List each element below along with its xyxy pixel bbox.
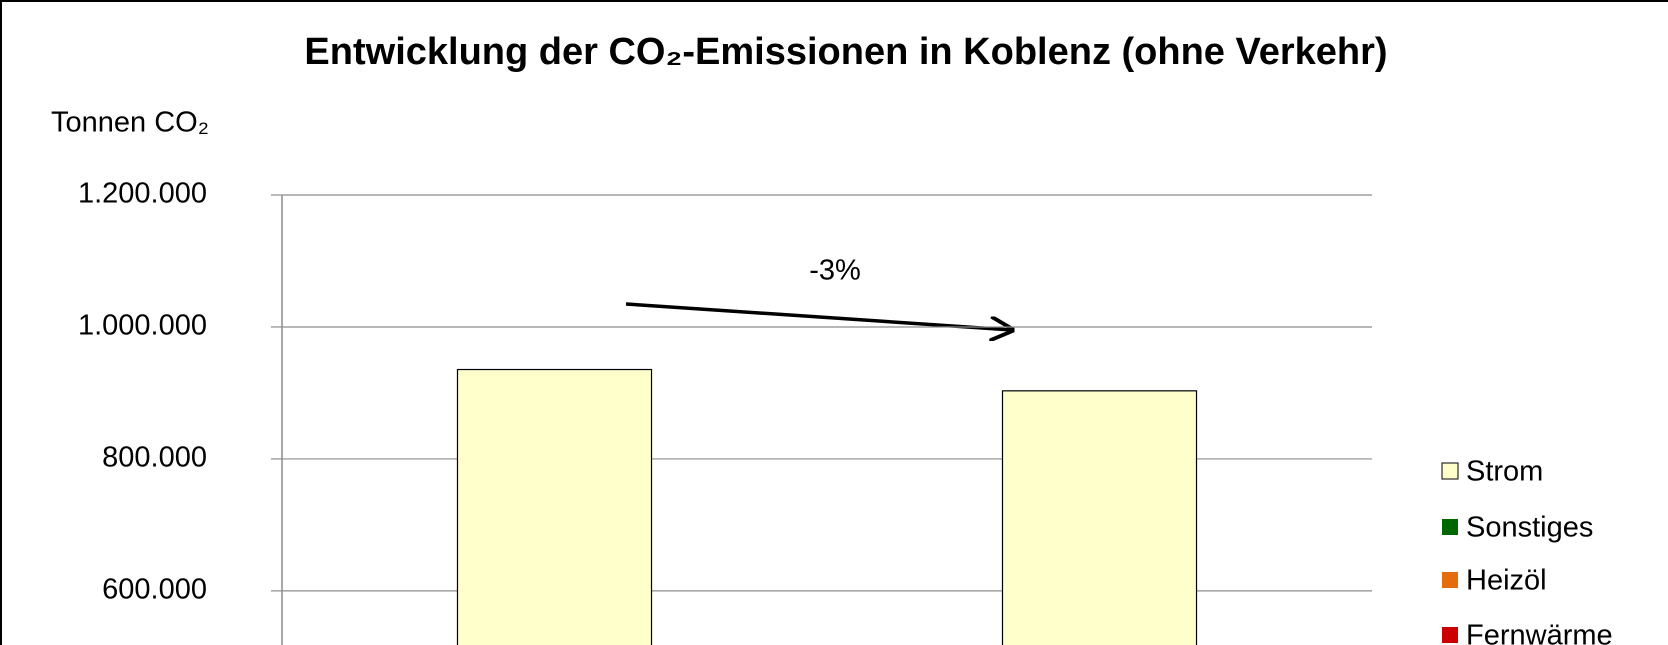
y-tick-label: 600.000: [102, 574, 207, 606]
legend-swatch: [1441, 462, 1459, 480]
y-tick-label: 1.000.000: [78, 310, 207, 342]
bar: [1001, 390, 1198, 645]
legend-label: Strom: [1466, 456, 1543, 488]
annotation: -3%: [809, 255, 861, 287]
legend-label: Sonstiges: [1466, 512, 1593, 544]
bar: [456, 368, 653, 645]
y-tick-label: 1.200.000: [78, 178, 207, 210]
legend-label: Fernwärme: [1466, 620, 1613, 645]
legend-swatch: [1442, 572, 1458, 588]
y-tick-label: 800.000: [102, 442, 207, 474]
legend-swatch: [1442, 627, 1458, 643]
legend-swatch: [1442, 519, 1458, 535]
chart-title: Entwicklung der CO₂-Emissionen in Koblen…: [304, 31, 1387, 73]
y-axis-label: Tonnen CO₂: [51, 107, 209, 139]
trend-arrow: [625, 302, 1012, 330]
legend-label: Heizöl: [1466, 565, 1547, 597]
